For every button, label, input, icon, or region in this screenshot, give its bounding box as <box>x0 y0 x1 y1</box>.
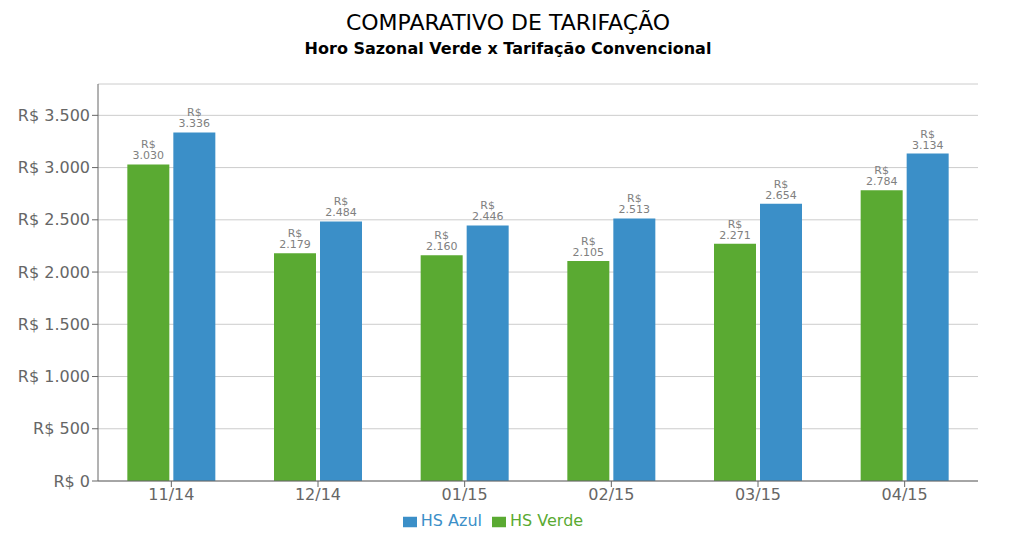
html-text:HS Azul: HS Azul <box>420 511 482 530</box>
svg-text:R$ 0: R$ 0 <box>53 472 90 491</box>
svg-text:R$2.105: R$2.105 <box>573 235 605 259</box>
svg-text:R$2.784: R$2.784 <box>866 164 898 188</box>
svg-text:R$ 2.500: R$ 2.500 <box>18 210 90 229</box>
html-text:HS Verde: HS Verde <box>510 511 584 530</box>
svg-text:01/15: 01/15 <box>442 485 488 504</box>
html-text:Horo Sazonal Verde x Tarifação: Horo Sazonal Verde x Tarifação Convencio… <box>304 39 712 58</box>
svg-text:R$ 3.500: R$ 3.500 <box>18 106 90 125</box>
svg-text:04/15: 04/15 <box>882 485 928 504</box>
svg-text:02/15: 02/15 <box>588 485 634 504</box>
svg-text:R$2.446: R$2.446 <box>472 199 504 223</box>
svg-text:R$2.513: R$2.513 <box>619 192 651 216</box>
svg-text:R$3.134: R$3.134 <box>912 128 944 152</box>
svg-text:R$2.160: R$2.160 <box>426 229 458 253</box>
svg-text:R$2.484: R$2.484 <box>325 195 357 219</box>
svg-text:R$ 3.000: R$ 3.000 <box>18 158 90 177</box>
html-text:COMPARATIVO DE TARIFAÇÃO: COMPARATIVO DE TARIFAÇÃO <box>345 10 671 35</box>
svg-text:R$3.336: R$3.336 <box>179 106 211 130</box>
svg-text:12/14: 12/14 <box>295 485 341 504</box>
svg-text:R$2.271: R$2.271 <box>719 218 751 242</box>
svg-text:R$2.654: R$2.654 <box>765 178 797 202</box>
svg-text:R$3.030: R$3.030 <box>133 138 165 162</box>
svg-text:R$ 500: R$ 500 <box>33 419 90 438</box>
svg-text:R$ 1.000: R$ 1.000 <box>18 367 90 386</box>
svg-text:R$ 1.500: R$ 1.500 <box>18 315 90 334</box>
svg-text:11/14: 11/14 <box>148 485 194 504</box>
svg-text:03/15: 03/15 <box>735 485 781 504</box>
svg-text:R$ 2.000: R$ 2.000 <box>18 263 90 282</box>
svg-text:R$2.179: R$2.179 <box>279 227 311 251</box>
